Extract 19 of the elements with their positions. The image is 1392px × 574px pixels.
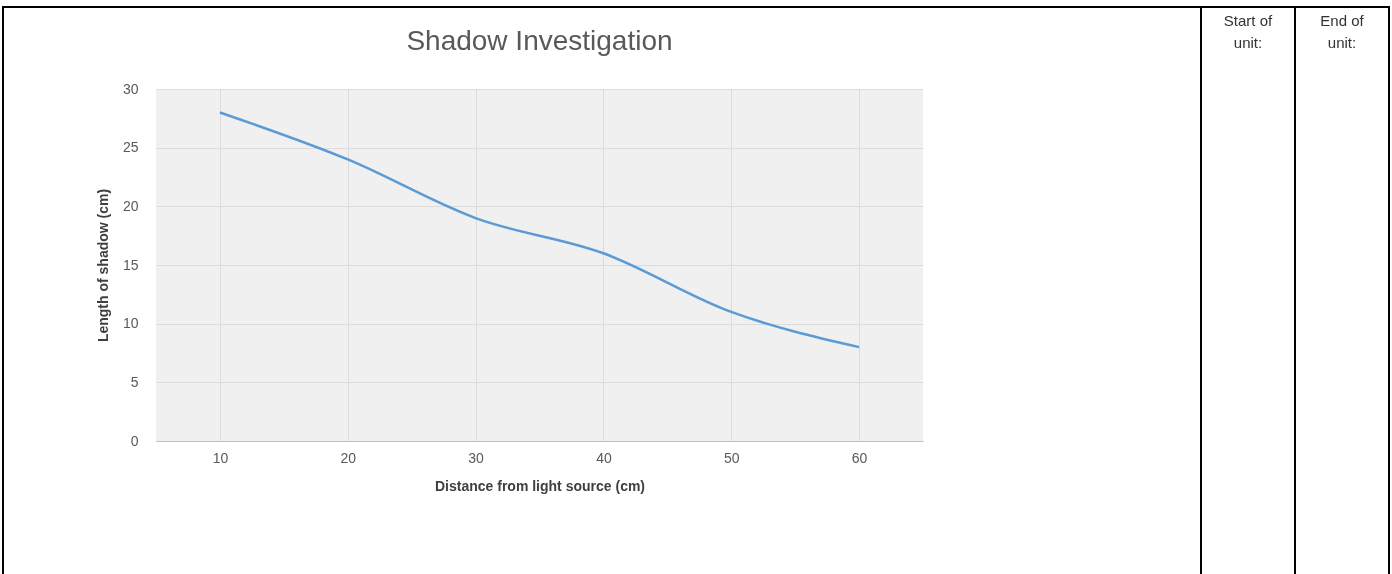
y-tick-label: 20 xyxy=(122,197,139,214)
x-axis-title: Distance from light source (cm) xyxy=(434,477,646,494)
x-tick-label: 30 xyxy=(468,449,485,466)
y-tick-label: 10 xyxy=(122,315,139,332)
x-tick-label: 40 xyxy=(596,449,612,466)
x-tick-label: 50 xyxy=(723,449,740,466)
x-tick-label: 60 xyxy=(851,449,868,466)
line-series xyxy=(218,111,861,349)
y-axis-title: Length of shadow (cm) xyxy=(94,188,111,343)
y-tick-label: 25 xyxy=(122,139,139,156)
text: Start of unit: xyxy=(1223,11,1273,53)
x-tick-label: 10 xyxy=(212,449,229,466)
y-tick-label: 0 xyxy=(130,432,139,449)
y-tick-label: 15 xyxy=(122,256,139,273)
y-tick-label: 5 xyxy=(130,373,139,390)
y-tick-label: 30 xyxy=(122,80,139,97)
text: End of unit: xyxy=(1319,11,1365,53)
chart-title: Shadow Investigation xyxy=(406,25,673,56)
x-tick-label: 20 xyxy=(340,449,357,466)
